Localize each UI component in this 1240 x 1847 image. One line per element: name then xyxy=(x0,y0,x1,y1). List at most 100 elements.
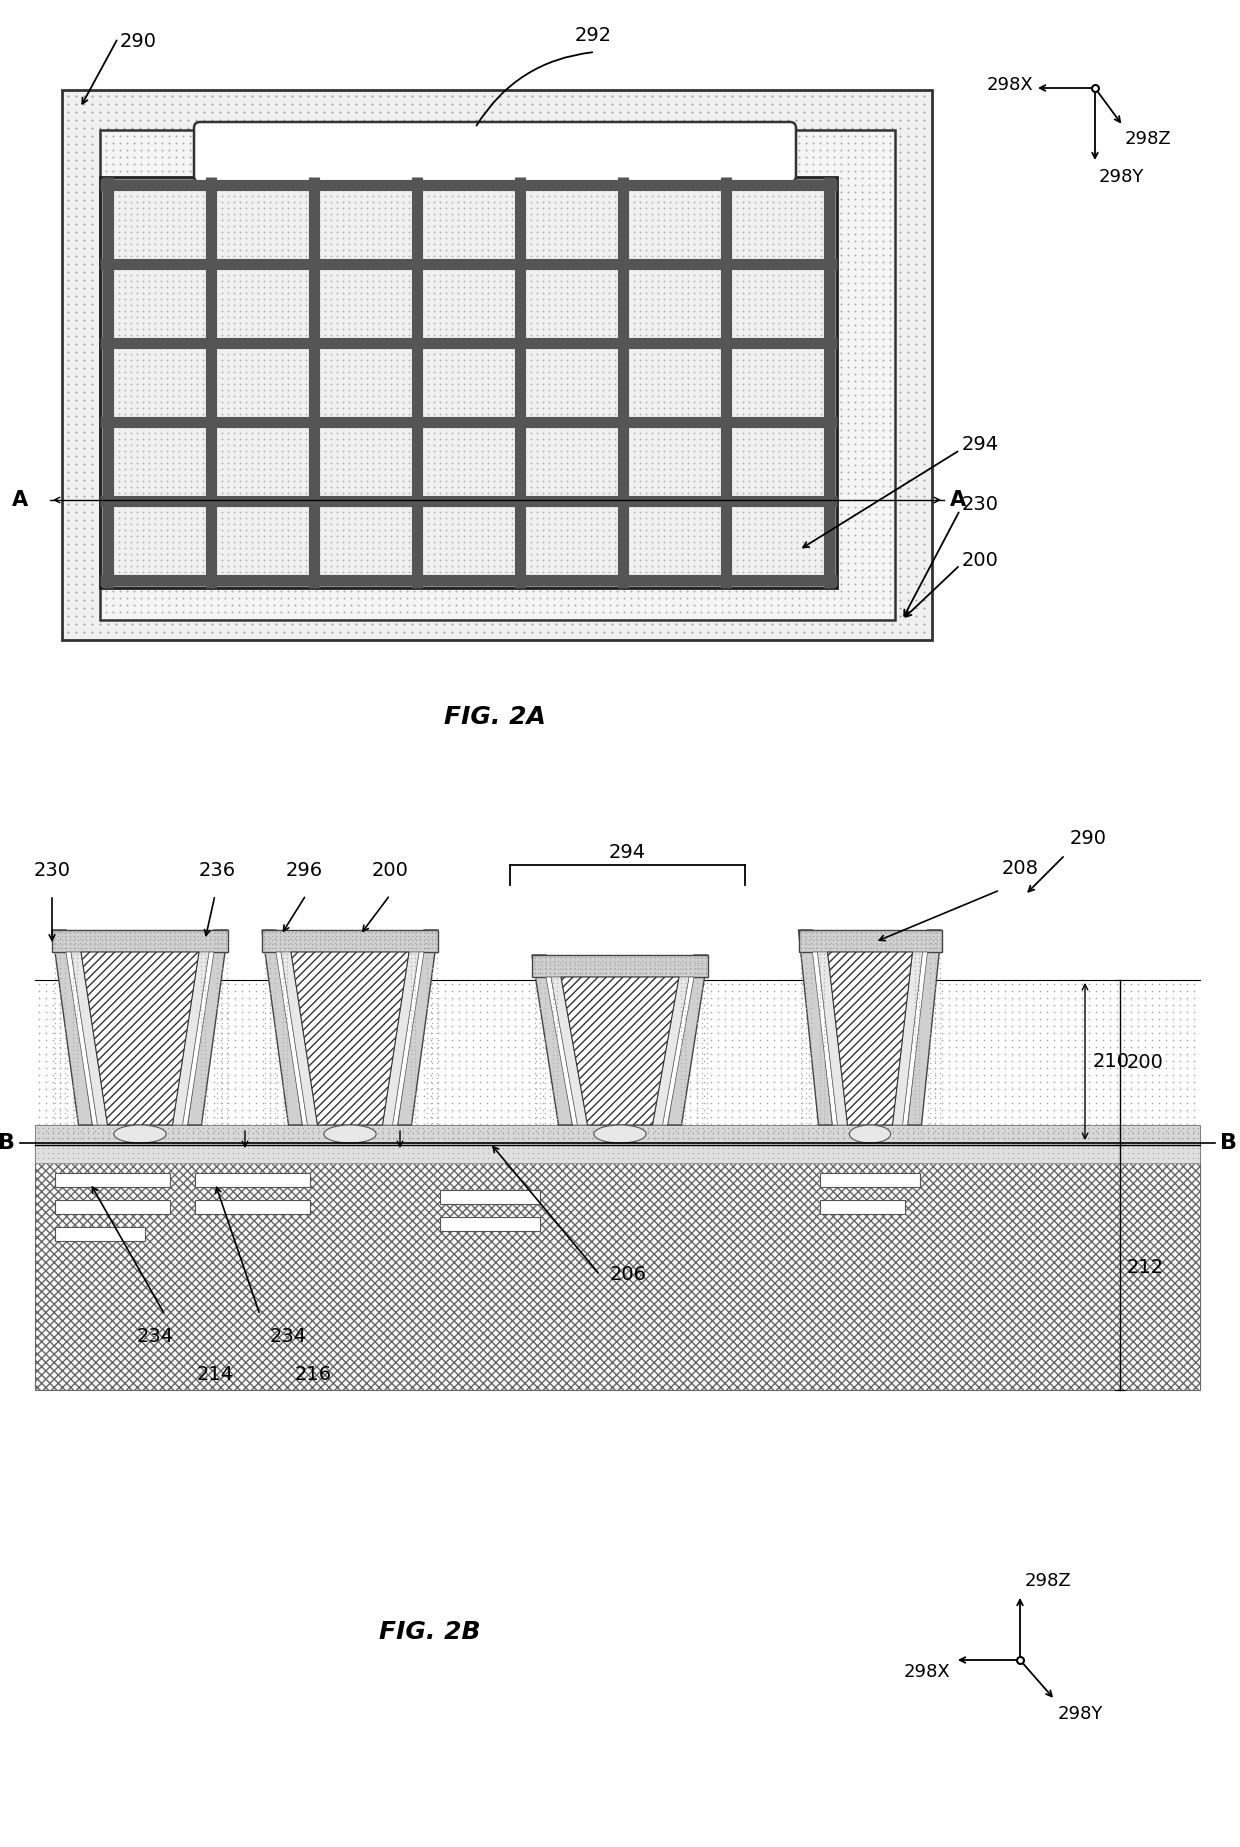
Point xyxy=(472,521,492,550)
Point xyxy=(124,247,144,277)
Point xyxy=(515,386,534,416)
Point xyxy=(662,177,682,207)
Point xyxy=(722,279,742,308)
Point xyxy=(551,430,570,460)
Point xyxy=(656,380,676,410)
Point xyxy=(327,521,347,550)
Point xyxy=(267,550,286,580)
Point xyxy=(811,314,831,344)
Point xyxy=(386,922,405,951)
Point xyxy=(162,1117,182,1147)
Point xyxy=(610,161,630,190)
Point xyxy=(595,975,615,1005)
Point xyxy=(370,272,389,301)
Point xyxy=(267,351,286,380)
Point xyxy=(278,310,298,340)
Point xyxy=(822,1129,842,1158)
Point xyxy=(687,948,707,977)
Point xyxy=(719,373,739,403)
Point xyxy=(1016,1003,1035,1032)
Point xyxy=(315,1073,335,1103)
Point xyxy=(579,449,599,478)
Point xyxy=(151,218,171,247)
Point xyxy=(320,589,340,619)
Point xyxy=(320,401,340,430)
Point xyxy=(666,170,686,199)
Point xyxy=(712,569,732,598)
Point xyxy=(164,425,184,454)
Point xyxy=(124,927,144,957)
Point xyxy=(874,569,894,598)
Point xyxy=(248,465,268,495)
Point xyxy=(207,373,227,403)
Point xyxy=(666,1116,686,1145)
Point xyxy=(418,233,438,262)
Point xyxy=(315,515,335,545)
Point xyxy=(678,521,698,550)
Point xyxy=(418,918,438,948)
Point xyxy=(424,373,444,403)
Point xyxy=(281,401,301,430)
Point xyxy=(362,617,382,646)
Point xyxy=(754,146,774,175)
Point xyxy=(558,296,578,325)
Point xyxy=(620,942,640,972)
Point xyxy=(801,1062,821,1092)
Point xyxy=(257,260,277,290)
Point xyxy=(479,194,498,223)
Point xyxy=(126,1038,146,1068)
Point xyxy=(370,502,389,532)
Point xyxy=(1100,997,1120,1027)
Bar xyxy=(55,1173,170,1188)
Point xyxy=(389,351,409,380)
Point xyxy=(574,1068,594,1097)
Point xyxy=(145,332,165,362)
Point xyxy=(811,235,831,264)
Point xyxy=(618,430,637,460)
Point xyxy=(568,1132,588,1162)
Point xyxy=(402,401,422,430)
Point xyxy=(675,89,694,118)
Point xyxy=(817,1132,837,1162)
Point xyxy=(562,201,582,231)
Point xyxy=(339,249,358,279)
Point xyxy=(801,924,821,953)
Point xyxy=(704,456,724,486)
Point xyxy=(508,183,528,212)
Point xyxy=(538,506,558,536)
Point xyxy=(1008,1101,1028,1130)
Point xyxy=(578,281,598,310)
Point xyxy=(1183,1073,1203,1103)
Point xyxy=(591,942,611,972)
Point xyxy=(381,430,401,460)
Point xyxy=(403,358,423,388)
Point xyxy=(906,369,926,399)
Text: 296: 296 xyxy=(285,861,322,879)
Point xyxy=(588,1132,608,1162)
Point xyxy=(688,946,708,975)
Point xyxy=(810,948,830,977)
Point xyxy=(298,602,317,632)
Point xyxy=(257,247,277,277)
Point xyxy=(719,506,739,536)
Point xyxy=(130,212,150,242)
Point xyxy=(858,260,878,290)
Point xyxy=(399,332,419,362)
Point xyxy=(866,534,885,563)
Point xyxy=(355,421,374,451)
Point xyxy=(418,386,438,416)
Point xyxy=(678,187,698,216)
Point xyxy=(107,569,126,598)
Point xyxy=(603,417,622,447)
Point xyxy=(215,499,234,528)
Point xyxy=(787,526,807,556)
Point xyxy=(1106,990,1126,1020)
Point xyxy=(879,127,899,157)
Point xyxy=(57,1116,77,1145)
Point xyxy=(522,456,542,486)
Point xyxy=(58,602,78,632)
Point xyxy=(427,266,446,296)
Point xyxy=(587,449,606,478)
Point xyxy=(175,187,195,216)
Point xyxy=(278,582,298,611)
